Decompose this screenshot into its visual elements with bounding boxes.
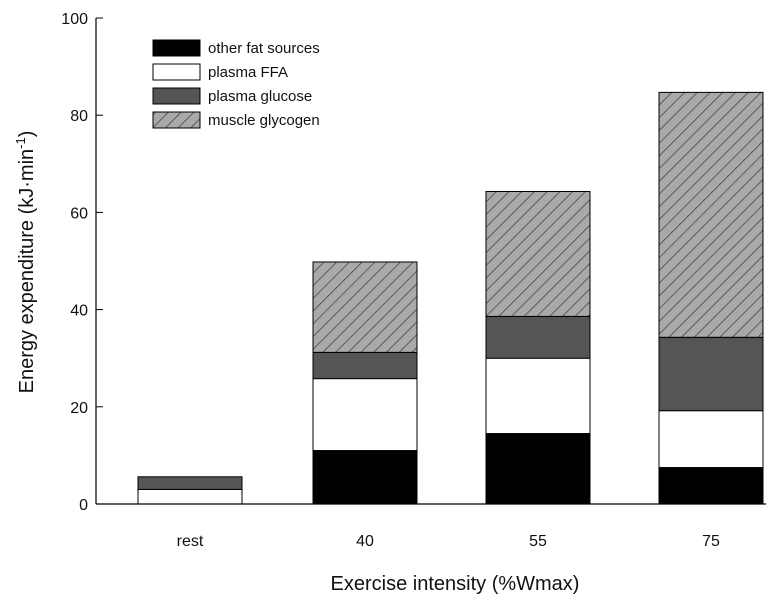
bar-segment-plasma-glucose-40 — [312, 351, 418, 380]
bar-segment-muscle-glycogen-75 — [658, 91, 764, 338]
x-tick-label: 55 — [529, 533, 547, 550]
legend: other fat sources plasma FFA plasma glucos… — [152, 39, 320, 129]
y-tick-label: 0 — [79, 497, 88, 514]
bar-segment-muscle-glycogen-40 — [312, 261, 418, 353]
bar-segment-other-fat-sources-40 — [312, 450, 418, 505]
legend-swatch — [152, 63, 201, 81]
x-tick-label: 75 — [702, 533, 720, 550]
y-tick-label: 100 — [61, 11, 88, 28]
legend-swatch — [152, 87, 201, 105]
bar-segment-plasma-glucose-55 — [485, 315, 591, 359]
legend-swatch — [152, 39, 201, 57]
bar-segment-plasma-glucose-rest — [137, 476, 243, 490]
y-tick-label: 60 — [70, 205, 88, 222]
bar-segment-plasma-glucose-75 — [658, 336, 764, 412]
legend-label: plasma glucose — [208, 88, 312, 105]
bar-segment-plasma-FFA-55 — [485, 357, 591, 435]
bar-segment-muscle-glycogen-55 — [485, 191, 591, 317]
x-tick-label: rest — [177, 533, 204, 550]
y-tick-label: 80 — [70, 108, 88, 125]
legend-swatch — [152, 111, 201, 129]
y-tick-label: 20 — [70, 400, 88, 417]
bars-group — [137, 91, 764, 505]
axes-group: 0 20 40 60 80 100 rest 40 55 75 — [61, 11, 766, 550]
bar-segment-plasma-FFA-40 — [312, 378, 418, 452]
legend-label: plasma FFA — [208, 64, 288, 81]
bar-segment-plasma-FFA-rest — [137, 488, 243, 505]
y-tick-label: 40 — [70, 303, 88, 320]
x-axis-title: Exercise intensity (%Wmax) — [331, 573, 580, 595]
y-axis-title: Energy expenditure (kJ·min-1) — [13, 131, 38, 394]
legend-label: other fat sources — [208, 40, 320, 57]
bar-segment-other-fat-sources-55 — [485, 433, 591, 505]
x-tick-label: 40 — [356, 533, 374, 550]
bar-segment-other-fat-sources-75 — [658, 467, 764, 505]
legend-label: muscle glycogen — [208, 112, 320, 129]
bar-segment-plasma-FFA-75 — [658, 410, 764, 469]
